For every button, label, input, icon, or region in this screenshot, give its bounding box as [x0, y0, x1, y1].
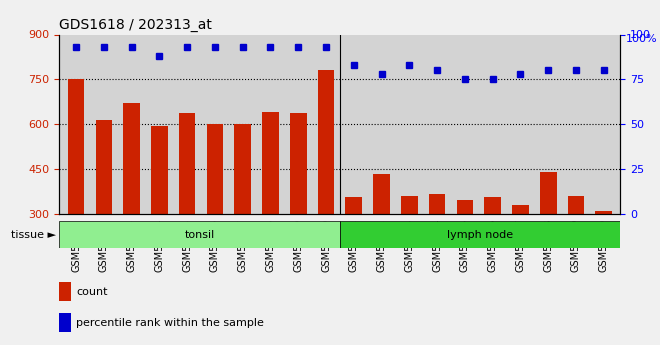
Bar [179, 113, 195, 304]
Text: GDS1618 / 202313_at: GDS1618 / 202313_at [59, 18, 213, 32]
Bar [457, 199, 473, 304]
Bar [568, 196, 584, 304]
Bar [207, 124, 223, 304]
Text: percentile rank within the sample: percentile rank within the sample [76, 318, 264, 327]
Text: count: count [76, 287, 108, 296]
Bar [345, 197, 362, 304]
Bar [540, 172, 556, 304]
Text: 100%: 100% [626, 34, 657, 45]
Bar [59, 282, 71, 301]
Bar [484, 197, 501, 304]
Bar [59, 313, 71, 332]
Bar [123, 103, 140, 304]
Bar [401, 196, 418, 304]
Bar [512, 205, 529, 304]
Bar [429, 195, 446, 304]
Bar [68, 79, 84, 304]
Bar [96, 120, 112, 304]
Bar [290, 113, 307, 304]
Text: tonsil: tonsil [185, 230, 214, 239]
Bar [373, 174, 390, 304]
Bar [234, 124, 251, 304]
Text: lymph node: lymph node [447, 230, 513, 239]
Text: tissue ►: tissue ► [11, 230, 56, 239]
Bar [317, 70, 335, 304]
FancyBboxPatch shape [340, 221, 620, 248]
Bar [262, 112, 279, 304]
Bar [595, 211, 612, 304]
FancyBboxPatch shape [59, 221, 340, 248]
Bar [151, 126, 168, 304]
